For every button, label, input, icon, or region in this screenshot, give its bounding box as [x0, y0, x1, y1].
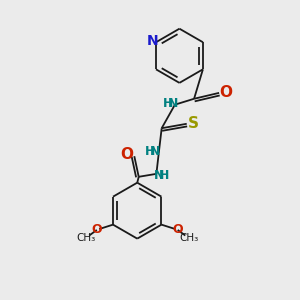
Text: O: O [92, 224, 102, 236]
Text: CH₃: CH₃ [76, 233, 95, 243]
Text: CH₃: CH₃ [179, 233, 199, 243]
Text: H: H [159, 169, 169, 182]
Text: N: N [167, 97, 178, 110]
Text: O: O [120, 147, 134, 162]
Text: O: O [219, 85, 232, 100]
Text: H: H [162, 97, 173, 110]
Text: O: O [172, 224, 183, 236]
Text: N: N [150, 145, 160, 158]
Text: H: H [145, 145, 155, 158]
Text: N: N [146, 34, 158, 48]
Text: N: N [154, 169, 164, 182]
Text: S: S [188, 116, 199, 131]
